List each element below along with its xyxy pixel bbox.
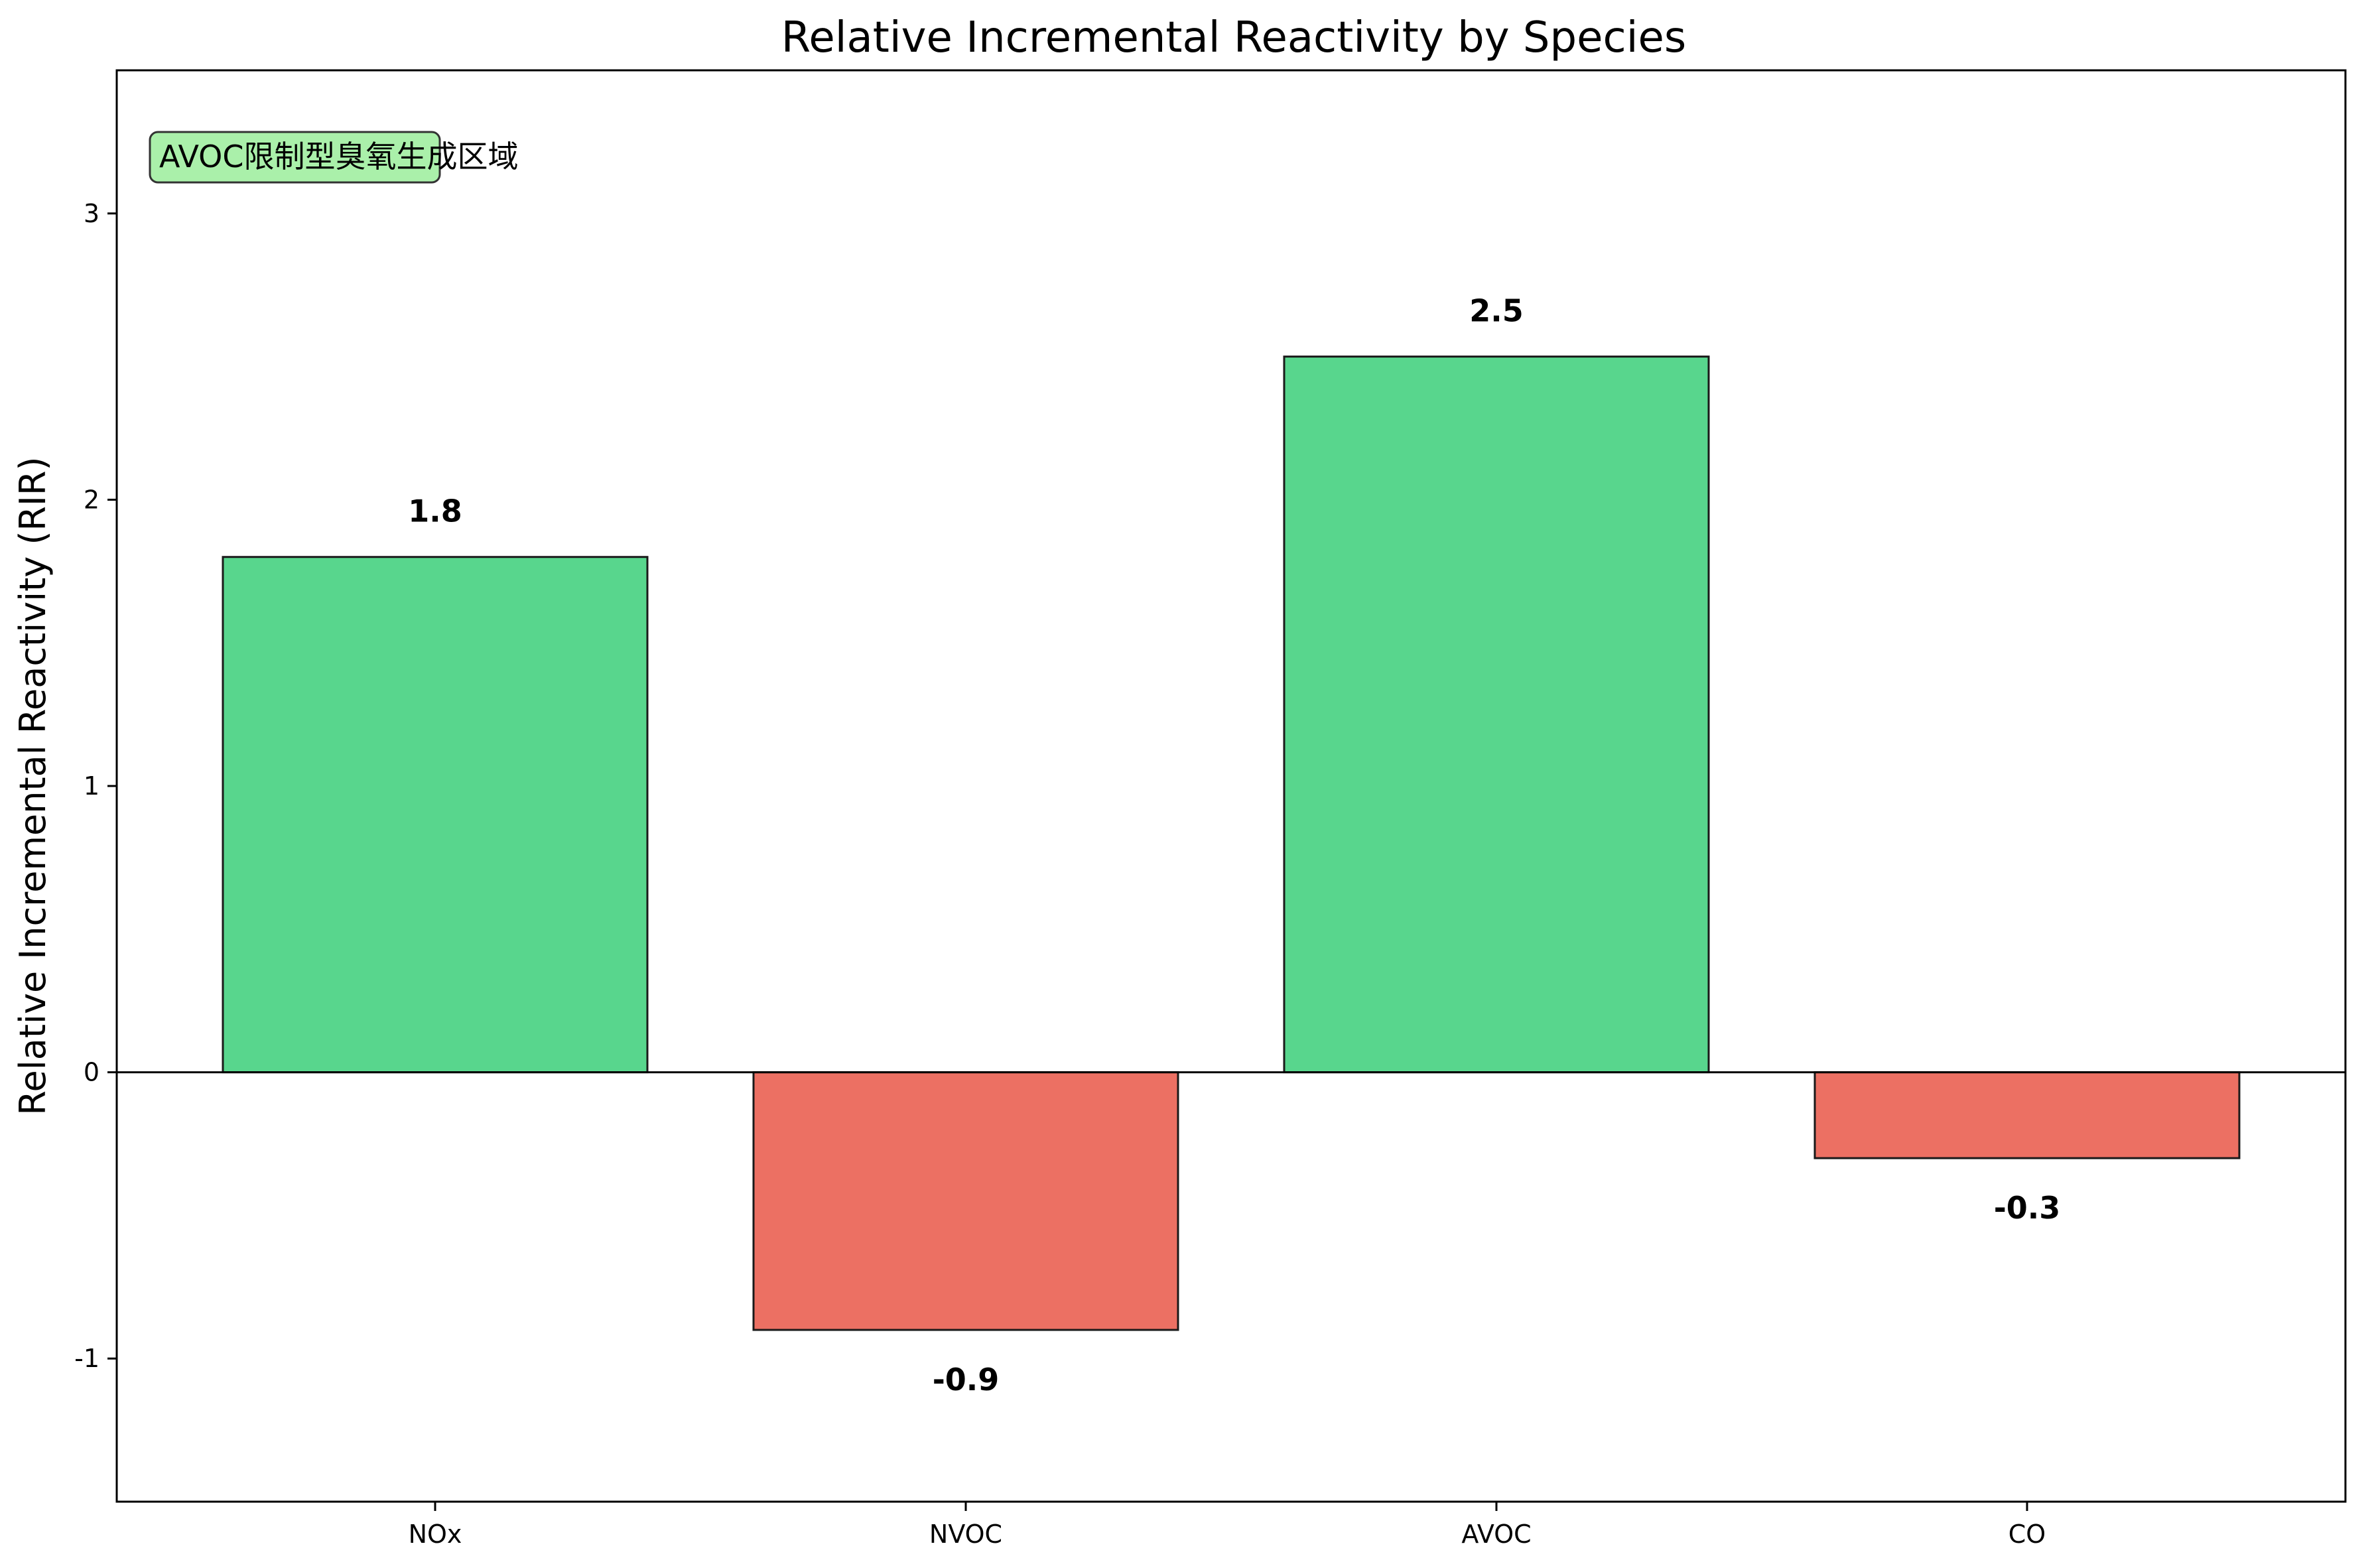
value-label-nox: 1.8 [408, 493, 462, 529]
x-tick-label: NOx [409, 1520, 462, 1549]
bar-nvoc [752, 1071, 1179, 1331]
chart-title: Relative Incremental Reactivity by Speci… [781, 13, 1686, 62]
y-axis-label: Relative Incremental Reactivity (RIR) [12, 456, 54, 1115]
bar-co [1813, 1071, 2241, 1159]
value-label-avoc: 2.5 [1469, 293, 1524, 328]
y-tick-label: -1 [74, 1344, 99, 1373]
x-axis-ticks: NOx NVOC AVOC CO [409, 1502, 2046, 1549]
y-axis-ticks: -1 0 1 2 3 [74, 199, 117, 1373]
bar-avoc [1283, 356, 1710, 1074]
y-tick-label: 2 [84, 485, 99, 514]
annotation-text: AVOC限制型臭氧生成区域 [159, 139, 519, 174]
x-tick-label: CO [2008, 1520, 2046, 1549]
x-tick-label: NVOC [929, 1520, 1002, 1549]
y-tick-label: 0 [84, 1058, 99, 1087]
y-tick-label: 1 [84, 771, 99, 801]
value-label-nvoc: -0.9 [933, 1362, 1000, 1398]
annotation-box: AVOC限制型臭氧生成区域 [149, 131, 519, 184]
value-labels-group: 1.8 -0.9 2.5 -0.3 [408, 293, 2060, 1398]
y-tick-label: 3 [84, 199, 99, 228]
annotation-background [149, 131, 441, 184]
x-tick-label: AVOC [1461, 1520, 1531, 1549]
bar-nox [222, 556, 649, 1074]
bars-group [222, 356, 2241, 1331]
value-label-co: -0.3 [1994, 1190, 2061, 1226]
